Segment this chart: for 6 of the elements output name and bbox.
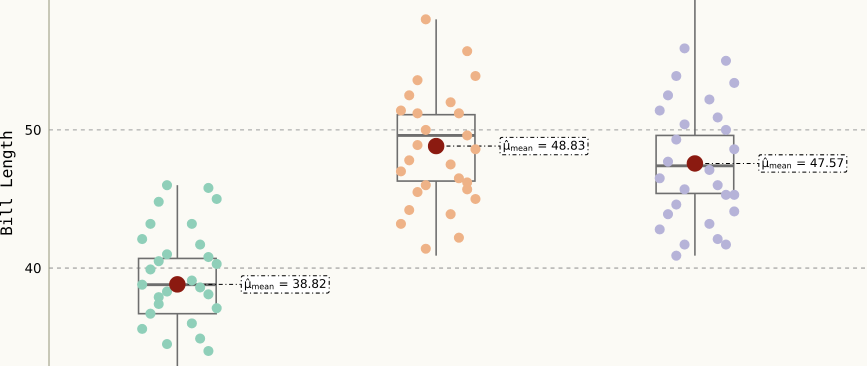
y-tick-label: 40 (25, 262, 41, 274)
annotation: μ̂$_{mean}$ = 48.83 (504, 140, 584, 152)
annotation: μ̂$_{mean}$ = 47.57 (762, 157, 844, 170)
annotation: μ̂$_{mean}$ = 38.82 (244, 278, 326, 290)
y-axis-title: Bill Length (0, 132, 16, 234)
y-tick-label: 50 (26, 124, 41, 135)
